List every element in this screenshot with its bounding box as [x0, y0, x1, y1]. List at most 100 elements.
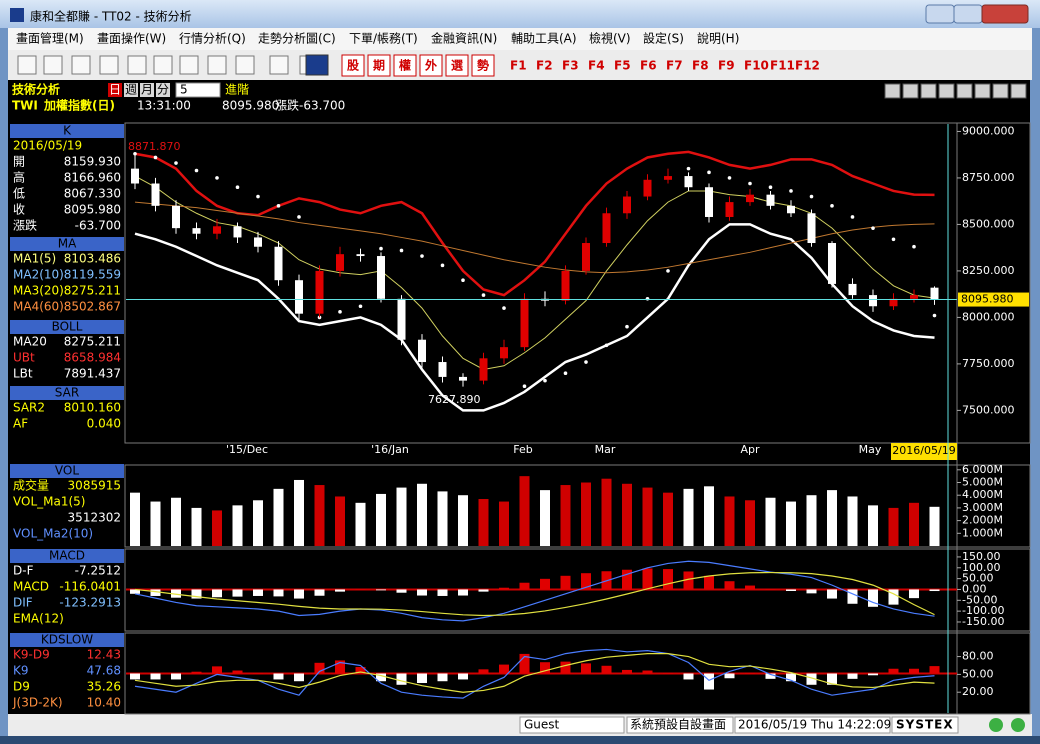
chart-tool[interactable]	[956, 83, 973, 99]
market-button[interactable]	[393, 54, 417, 77]
logo-button[interactable]	[305, 54, 329, 76]
oscillator-bar	[786, 673, 796, 682]
tool-icon[interactable]	[71, 55, 91, 75]
oscillator-bar	[478, 589, 489, 592]
period-button[interactable]	[156, 83, 170, 97]
period-button[interactable]	[108, 83, 122, 97]
volume-bar	[273, 488, 284, 546]
menu-item[interactable]: 走勢分析圖(C)	[258, 31, 336, 46]
row-value: 8119.559	[64, 268, 121, 282]
minute-select[interactable]	[175, 82, 221, 98]
y-tick-label: -150.00	[962, 615, 1004, 628]
menu-item[interactable]: 金融資訊(N)	[431, 31, 497, 46]
tool-icon[interactable]	[269, 55, 289, 75]
chart-tool[interactable]	[902, 83, 919, 99]
section-title: SAR	[55, 386, 79, 400]
candle-body	[643, 179, 652, 197]
tool-icon[interactable]	[235, 55, 255, 75]
oscillator-bar	[335, 660, 345, 674]
oscillator-bar	[499, 664, 509, 674]
period-button[interactable]	[140, 83, 154, 97]
chart-tool[interactable]	[974, 83, 991, 99]
close-button[interactable]	[981, 4, 1029, 24]
function-key[interactable]: F7	[666, 59, 683, 73]
period-label: 月	[141, 83, 153, 97]
market-button[interactable]	[445, 54, 469, 77]
section-header	[10, 124, 124, 138]
function-key[interactable]: F5	[614, 59, 631, 73]
function-key[interactable]: F4	[588, 59, 605, 73]
market-button[interactable]	[419, 54, 443, 77]
menu-item[interactable]: 輔助工具(A)	[511, 32, 577, 46]
tool-icon[interactable]	[127, 55, 147, 75]
oscillator-bar	[499, 587, 509, 590]
function-key[interactable]: F8	[692, 59, 709, 73]
indicator-line	[134, 653, 935, 693]
oscillator-bar	[130, 673, 140, 680]
row-label: MA2(10)	[13, 268, 64, 282]
market-button[interactable]	[471, 54, 495, 77]
y-tick-label: 8750.000	[962, 171, 1015, 184]
tool-icon[interactable]	[207, 55, 227, 75]
oscillator-bar	[294, 673, 304, 682]
y-tick-label: -100.00	[962, 604, 1004, 617]
candle-body	[192, 228, 201, 234]
function-key[interactable]: F3	[562, 59, 579, 73]
oscillator-bar	[847, 673, 858, 679]
status-user: Guest	[524, 718, 560, 732]
menu-item[interactable]: 下單/帳務(T)	[349, 32, 418, 46]
menu-item[interactable]: 畫面管理(M)	[16, 31, 84, 46]
market-button[interactable]	[367, 54, 391, 77]
function-key[interactable]: F1	[510, 59, 527, 73]
volume-bar	[642, 487, 653, 546]
function-key[interactable]: F10	[744, 59, 769, 73]
period-button[interactable]	[124, 83, 138, 97]
volume-bar	[191, 507, 202, 546]
candle-body	[520, 298, 529, 348]
maximize-button[interactable]	[953, 4, 983, 24]
quote-time: 13:31:00	[137, 99, 191, 113]
chart-tool[interactable]	[884, 83, 901, 99]
function-key[interactable]: F9	[718, 59, 735, 73]
sar-dot	[707, 170, 711, 175]
section-header	[10, 386, 124, 400]
menu-item[interactable]: 設定(S)	[643, 31, 684, 46]
row-value: 7891.437	[64, 367, 121, 381]
function-key[interactable]: F12	[795, 59, 820, 73]
tool-icon[interactable]	[153, 55, 173, 75]
advanced-button[interactable]: 進階	[225, 82, 249, 97]
status-brand: SYSTEX	[896, 718, 954, 732]
tool-icon[interactable]	[179, 55, 199, 75]
sar-dot	[440, 263, 445, 268]
candle-body	[295, 280, 303, 314]
chart-tool[interactable]	[992, 83, 1009, 99]
function-key[interactable]: F6	[640, 59, 657, 73]
menu-item[interactable]: 畫面操作(W)	[97, 31, 166, 46]
sar-dot	[850, 215, 855, 219]
chart-tool[interactable]	[920, 83, 937, 99]
tool-icon[interactable]	[99, 55, 119, 75]
oscillator-bar	[745, 585, 755, 590]
chart-tool[interactable]	[1010, 83, 1027, 99]
oscillator-bar	[683, 673, 694, 680]
function-key[interactable]: F2	[536, 59, 553, 73]
market-button[interactable]	[341, 54, 365, 77]
menu-item[interactable]: 行情分析(Q)	[179, 32, 246, 46]
menu-item[interactable]: 說明(H)	[697, 31, 739, 46]
volume-bar	[868, 505, 878, 546]
sar-dot	[399, 248, 404, 253]
tool-icon[interactable]	[17, 55, 37, 75]
market-label: 勢	[477, 58, 489, 73]
oscillator-bar	[929, 666, 940, 674]
oscillator-bar	[540, 662, 550, 674]
menu-item[interactable]: 檢視(V)	[589, 31, 631, 46]
oscillator-bar	[376, 673, 386, 682]
oscillator-bar	[724, 581, 735, 590]
row-value: 8275.211	[64, 335, 121, 349]
oscillator-bar	[376, 589, 386, 591]
minimize-button[interactable]	[925, 4, 955, 24]
tool-icon[interactable]	[43, 55, 63, 75]
function-key[interactable]: F11	[770, 59, 795, 73]
chart-tool[interactable]	[938, 83, 955, 99]
